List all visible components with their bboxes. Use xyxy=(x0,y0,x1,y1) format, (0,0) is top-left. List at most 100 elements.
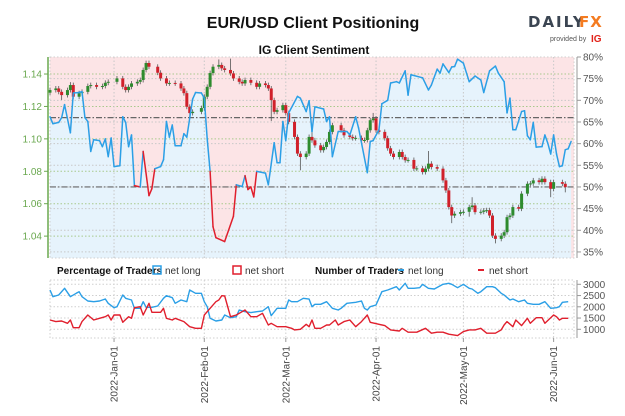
pct-tick-label: 70% xyxy=(583,96,603,107)
candle-body-up xyxy=(499,235,503,239)
date-tick-label: 2022-Jan-01 xyxy=(110,346,121,403)
candle xyxy=(461,209,465,215)
count-plot-border xyxy=(49,279,575,339)
date-tick-label: 2022-Jun-01 xyxy=(549,346,560,403)
candle xyxy=(60,89,64,100)
sentiment-line-segment xyxy=(241,174,246,188)
sentiment-line-segment xyxy=(148,187,153,197)
sentiment-line-segment xyxy=(273,142,278,164)
candle-body-down xyxy=(237,78,241,82)
candle xyxy=(255,80,259,90)
sentiment-line-segment xyxy=(311,106,316,133)
candle-body-down xyxy=(386,138,390,149)
sentiment-line-segment xyxy=(209,170,214,228)
sentiment-line-segment xyxy=(223,215,235,243)
sentiment-line-segment xyxy=(372,129,380,142)
candle-body-down xyxy=(164,78,168,84)
sentiment-line-segment xyxy=(453,58,459,68)
candle xyxy=(485,207,489,213)
candle-body-up xyxy=(211,66,215,74)
sentiment-line-segment xyxy=(267,142,275,186)
sentiment-line-segment xyxy=(328,116,334,158)
candle xyxy=(228,58,232,76)
candle-body-down xyxy=(57,88,61,92)
pct-tick-label: 45% xyxy=(583,204,603,215)
candle xyxy=(89,82,93,89)
candle xyxy=(520,191,524,212)
sentiment-line-segment xyxy=(308,100,313,133)
candle-body-down xyxy=(295,136,299,154)
sentiment-line-segment xyxy=(168,124,174,138)
candle xyxy=(531,177,535,186)
sentiment-line-segment xyxy=(159,158,165,168)
candle-body-up xyxy=(304,153,308,158)
candle-body-down xyxy=(339,125,343,131)
candle xyxy=(528,181,532,187)
legend-num-heading: Number of Traders xyxy=(315,266,404,277)
candle xyxy=(319,142,323,153)
candle-body-down xyxy=(173,82,177,84)
price-tick-label: 1.14 xyxy=(23,70,43,81)
candle xyxy=(138,77,142,85)
candle xyxy=(406,157,410,163)
sentiment-line-segment xyxy=(165,120,171,138)
sentiment-line-segment xyxy=(130,134,136,187)
plot-border xyxy=(49,56,575,259)
legend-pct-long-swatch xyxy=(152,265,162,275)
sentiment-line-segment xyxy=(378,103,383,131)
candle-body-up xyxy=(461,211,465,213)
candle-body-down xyxy=(348,135,352,137)
candle-body-up xyxy=(354,137,358,139)
candle xyxy=(354,135,358,141)
candle xyxy=(211,64,215,76)
candle xyxy=(68,82,72,93)
candle xyxy=(502,229,506,239)
candle-body-up xyxy=(485,210,489,212)
candle xyxy=(164,75,168,86)
candle xyxy=(482,208,486,215)
price-tick-label: 1.08 xyxy=(23,167,43,178)
candle-body-down xyxy=(319,145,323,151)
sentiment-line-segment xyxy=(119,116,124,167)
sentiment-line-segment xyxy=(63,103,72,134)
sentiment-line-segment xyxy=(541,134,546,148)
candle xyxy=(429,161,433,170)
candle xyxy=(351,134,355,141)
candle xyxy=(563,181,567,193)
candle xyxy=(386,135,390,151)
candle xyxy=(426,151,430,172)
pct-tick-label: 60% xyxy=(583,139,603,150)
candle-body-up xyxy=(138,80,142,82)
candle xyxy=(505,214,509,235)
chart-title: EUR/USD Client Positioning xyxy=(207,15,419,32)
sentiment-line-segment xyxy=(235,184,243,188)
legend-pct-short: net short xyxy=(245,266,284,277)
candle xyxy=(205,84,209,100)
candle xyxy=(293,119,297,140)
candle-body-down xyxy=(220,64,224,69)
candle-body-down xyxy=(389,148,393,154)
candle-body-up xyxy=(68,85,72,91)
sentiment-line-segment xyxy=(462,62,470,83)
candle-body-up xyxy=(362,139,366,141)
candle xyxy=(269,86,273,122)
sentiment-line-segment xyxy=(331,130,339,158)
candle xyxy=(115,75,119,85)
sentiment-line-segment xyxy=(483,70,491,94)
candle xyxy=(179,80,183,91)
candle-body-up xyxy=(470,205,474,208)
candle-body-down xyxy=(231,73,235,79)
sentiment-line-segment xyxy=(547,142,552,155)
legend-num-short: net short xyxy=(489,266,528,277)
candle xyxy=(243,77,247,86)
candle-body-down xyxy=(147,62,151,67)
candle-body-down xyxy=(185,93,189,107)
candle-body-up xyxy=(199,108,203,112)
sentiment-line-segment xyxy=(468,75,476,83)
candle xyxy=(275,107,279,115)
candle xyxy=(383,129,387,141)
sentiment-line-segment xyxy=(232,184,238,218)
candle-body-up xyxy=(415,168,419,170)
sentiment-line-segment xyxy=(439,63,444,74)
date-tick-label: 2022-May-01 xyxy=(459,346,470,405)
